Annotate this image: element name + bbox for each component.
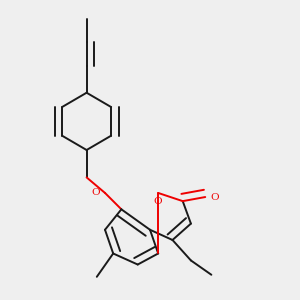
- Text: O: O: [210, 193, 218, 202]
- Text: O: O: [92, 188, 100, 197]
- Text: O: O: [154, 197, 163, 206]
